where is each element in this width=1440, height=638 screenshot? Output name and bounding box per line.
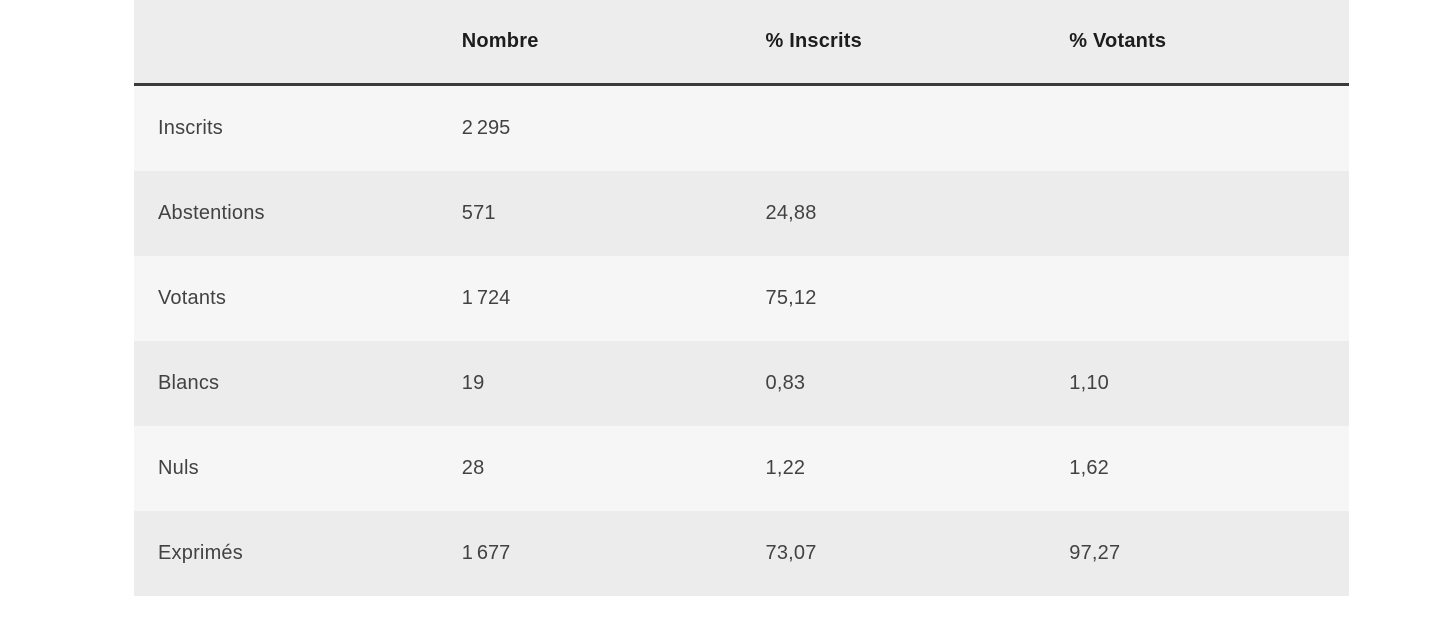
cell-pct-votants: 1,10 [1069,372,1109,394]
table-header-row: Nombre % Inscrits % Votants [134,0,1349,86]
row-label: Votants [158,287,227,309]
cell-pct-votants: 97,27 [1069,542,1121,564]
cell-nombre: 19 [461,372,485,394]
column-header-pct-votants: % Votants [1069,30,1167,52]
cell-pct-inscrits: 75,12 [765,287,817,309]
cell-pct-inscrits: 1,22 [765,457,806,479]
table-row-inscrits: Inscrits 2 295 [134,86,1349,171]
cell-pct-votants: 1,62 [1069,457,1109,479]
column-header-nombre: Nombre [461,30,539,52]
table-row-abstentions: Abstentions 571 24,88 [134,171,1349,256]
cell-nombre: 2 295 [461,117,511,139]
table-row-nuls: Nuls 28 1,22 1,62 [134,426,1349,511]
row-label: Exprimés [158,542,243,564]
cell-nombre: 28 [461,457,485,479]
cell-pct-inscrits: 73,07 [765,542,817,564]
row-label: Nuls [158,457,199,479]
cell-nombre: 571 [461,202,496,224]
row-label: Blancs [158,372,220,394]
cell-nombre: 1 677 [461,542,511,564]
row-label: Abstentions [158,202,265,224]
cell-pct-inscrits: 24,88 [765,202,817,224]
table-row-votants: Votants 1 724 75,12 [134,256,1349,341]
election-results-table: Nombre % Inscrits % Votants Inscrits 2 2… [134,0,1349,596]
table-row-blancs: Blancs 19 0,83 1,10 [134,341,1349,426]
cell-nombre: 1 724 [461,287,511,309]
column-header-pct-inscrits: % Inscrits [765,30,862,52]
row-label: Inscrits [158,117,223,139]
cell-pct-inscrits: 0,83 [765,372,806,394]
table-row-exprimes: Exprimés 1 677 73,07 97,27 [134,511,1349,596]
